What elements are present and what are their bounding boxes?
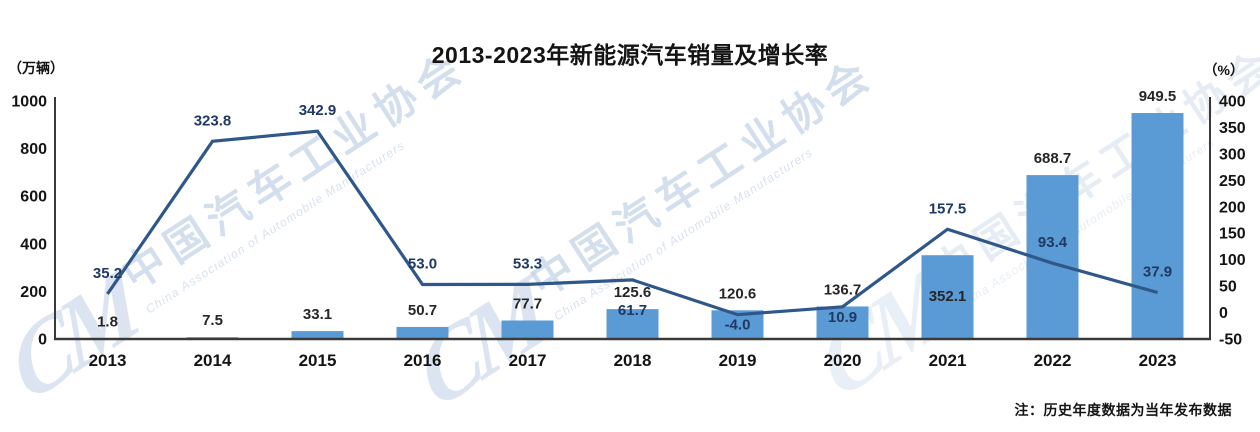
growth-value-label-2014: 323.8 [194, 112, 232, 129]
growth-value-label-2016: 53.0 [408, 256, 437, 273]
year-label-2020: 2020 [824, 351, 862, 370]
sales-value-label-2016: 50.7 [408, 302, 437, 319]
right-tick-300: 300 [1219, 146, 1246, 163]
year-label-2013: 2013 [89, 351, 127, 370]
year-label-2017: 2017 [509, 351, 547, 370]
year-label-2016: 2016 [404, 351, 442, 370]
growth-value-label-2017: 53.3 [513, 255, 542, 272]
sales-value-label-2018: 125.6 [614, 284, 652, 301]
growth-value-label-2019: -4.0 [725, 317, 751, 334]
growth-value-label-2015: 342.9 [299, 102, 337, 119]
sales-bar-2021 [921, 255, 974, 339]
right-tick-200: 200 [1219, 199, 1246, 216]
sales-bar-2017 [501, 320, 554, 339]
right-axis-unit-label: （%） [1203, 62, 1244, 78]
year-label-2014: 2014 [194, 351, 232, 370]
year-label-2022: 2022 [1034, 351, 1072, 370]
left-tick-600: 600 [20, 189, 47, 206]
right-tick--50: -50 [1219, 332, 1242, 349]
sales-value-label-2015: 33.1 [303, 306, 332, 323]
year-label-2018: 2018 [614, 351, 652, 370]
sales-bar-2020 [816, 306, 869, 339]
right-tick-150: 150 [1219, 226, 1246, 243]
sales-value-label-2022: 688.7 [1034, 150, 1072, 167]
left-tick-200: 200 [20, 284, 47, 301]
right-tick-350: 350 [1219, 120, 1246, 137]
sales-bar-2018 [606, 309, 659, 339]
growth-rate-line [106, 129, 1158, 317]
data-source-footnote: 注：历史年度数据为当年发布数据 [1014, 402, 1232, 418]
sales-value-label-2019: 120.6 [719, 285, 757, 302]
right-tick-50: 50 [1219, 279, 1237, 296]
right-tick-400: 400 [1219, 94, 1246, 111]
year-label-2015: 2015 [299, 351, 337, 370]
sales-value-label-2014: 7.5 [202, 312, 223, 329]
right-tick-0: 0 [1219, 305, 1228, 322]
sales-bar-2016 [396, 326, 449, 339]
growth-value-label-2020: 10.9 [828, 309, 857, 326]
sales-value-label-2013: 1.8 [97, 314, 118, 331]
year-label-2019: 2019 [719, 351, 757, 370]
sales-value-label-2021: 352.1 [929, 288, 967, 305]
sales-value-label-2023: 949.5 [1139, 88, 1177, 105]
right-tick-100: 100 [1219, 252, 1246, 269]
left-tick-400: 400 [20, 236, 47, 253]
growth-value-label-2021: 157.5 [929, 200, 967, 217]
left-axis-unit-label: （万辆） [8, 60, 64, 76]
left-tick-1000: 1000 [11, 94, 47, 111]
growth-value-label-2023: 37.9 [1143, 264, 1172, 281]
growth-value-label-2022: 93.4 [1038, 234, 1068, 251]
growth-value-label-2018: 61.7 [618, 302, 647, 319]
growth-value-label-2013: 35.2 [93, 265, 122, 282]
sales-bar-2023 [1131, 113, 1184, 339]
chart-title: 2013-2023年新能源汽车销量及增长率 [431, 42, 829, 68]
left-tick-0: 0 [38, 332, 47, 349]
sales-value-label-2020: 136.7 [824, 281, 862, 298]
left-tick-800: 800 [20, 141, 47, 158]
sales-bar-2015 [291, 331, 344, 339]
year-label-2021: 2021 [929, 351, 967, 370]
year-label-2023: 2023 [1139, 351, 1177, 370]
sales-value-label-2017: 77.7 [513, 296, 542, 313]
right-tick-250: 250 [1219, 173, 1246, 190]
